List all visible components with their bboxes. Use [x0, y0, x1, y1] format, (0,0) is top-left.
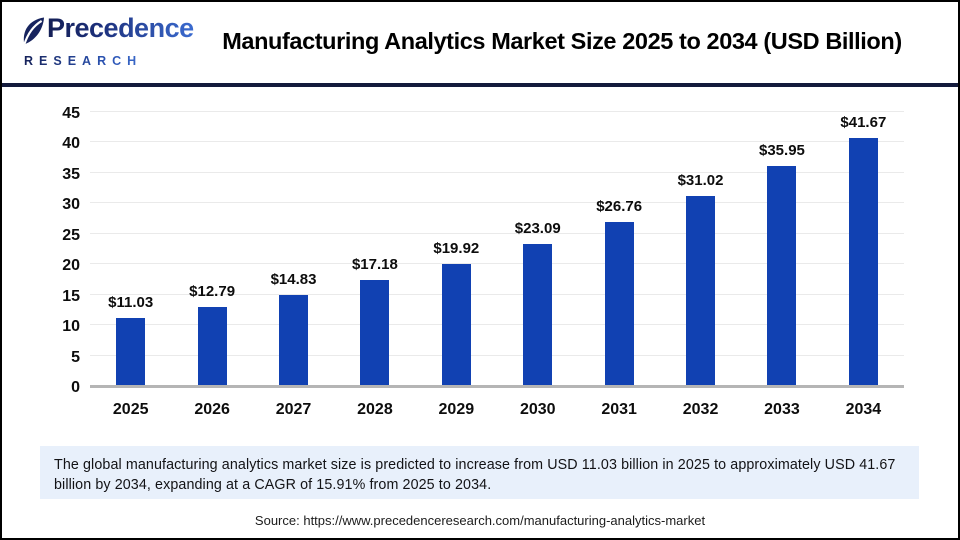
bar-series: $11.03 $12.79 $14.83 $17.18 $19.92 $23.09 $26.…	[90, 114, 904, 385]
y-tick-label: 20	[62, 257, 80, 274]
bar-value-label: $12.79	[189, 283, 236, 300]
bar	[360, 280, 390, 385]
bar-value-label: $14.83	[270, 271, 317, 288]
y-tick-label: 30	[62, 196, 80, 213]
gridline	[90, 111, 904, 112]
x-tick-label: 2025	[112, 401, 149, 418]
bar-column: $12.79	[171, 114, 252, 385]
gridline	[90, 263, 904, 264]
bar	[848, 138, 878, 385]
y-tick-label: 35	[62, 166, 80, 183]
bar-column: $17.18	[334, 114, 415, 385]
x-tick-label: 2034	[845, 401, 882, 418]
bar	[116, 318, 146, 385]
bar-chart-plot-area: $11.03 $12.79 $14.83 $17.18 $19.92 $23.09 $26.…	[90, 111, 904, 388]
x-tick-label: 2028	[357, 401, 393, 418]
bar-column: $19.92	[416, 114, 497, 385]
gridline	[90, 233, 904, 234]
gridline	[90, 141, 904, 142]
bar-value-label: $17.18	[351, 256, 398, 273]
bar-column: $14.83	[253, 114, 334, 385]
bar	[197, 307, 227, 385]
precedence-research-logo: Precedence RESEARCH	[20, 15, 194, 68]
bar-value-label: $23.09	[514, 220, 561, 237]
bar-value-label: $35.95	[759, 142, 805, 159]
header-divider	[2, 83, 958, 87]
x-tick-label: 2033	[764, 401, 800, 418]
source-line: Source: https://www.precedenceresearch.c…	[254, 513, 706, 528]
bar	[604, 222, 634, 385]
bar-column: $11.03	[90, 114, 171, 385]
x-tick-label: 2026	[194, 401, 230, 418]
bar	[523, 244, 553, 385]
y-tick-label: 5	[71, 349, 80, 366]
gridline	[90, 172, 904, 173]
gridline	[90, 294, 904, 295]
summary-callout: The global manufacturing analytics marke…	[40, 446, 919, 499]
x-axis-tick-labels: 2025 2026 2027 2028 2029 2030 2031 2032 2033 2034	[90, 401, 904, 425]
bar	[441, 264, 471, 385]
y-tick-label: 40	[62, 135, 80, 152]
bar-value-label: $26.76	[596, 198, 643, 215]
gridline	[90, 355, 904, 356]
x-tick-label: 2027	[275, 401, 312, 418]
y-tick-label: 0	[71, 379, 80, 396]
leaf-logo-icon	[20, 16, 45, 51]
bar-column: $31.02	[660, 114, 741, 385]
bar-column: $41.67	[823, 114, 904, 385]
logo-name-text: Precedence	[47, 13, 194, 43]
y-tick-label: 25	[62, 227, 80, 244]
bar-column: $23.09	[497, 114, 578, 385]
gridline	[90, 324, 904, 325]
x-tick-label: 2029	[438, 401, 475, 418]
gridline	[90, 202, 904, 203]
bar	[767, 166, 797, 385]
x-tick-label: 2031	[601, 401, 637, 418]
y-axis-tick-labels: 0 5 10 15 20 25 30 35 40 45	[32, 105, 80, 396]
bar-value-label: $31.02	[677, 172, 724, 189]
bar	[279, 295, 309, 385]
y-tick-label: 10	[62, 318, 80, 335]
x-tick-label: 2030	[519, 401, 556, 418]
summary-text: The global manufacturing analytics marke…	[54, 457, 896, 494]
bar-column: $26.76	[578, 114, 659, 385]
bar-column: $35.95	[741, 114, 822, 385]
y-tick-label: 15	[62, 288, 80, 305]
logo-subtitle-text: RESEARCH	[20, 54, 180, 68]
y-tick-label: 45	[62, 105, 80, 122]
x-tick-label: 2032	[682, 401, 719, 418]
chart-title: Manufacturing Analytics Market Size 2025…	[222, 28, 902, 54]
bar-value-label: $11.03	[108, 294, 154, 311]
bar	[686, 196, 716, 385]
bar-value-label: $41.67	[840, 114, 887, 131]
bar-value-label: $19.92	[433, 240, 480, 257]
